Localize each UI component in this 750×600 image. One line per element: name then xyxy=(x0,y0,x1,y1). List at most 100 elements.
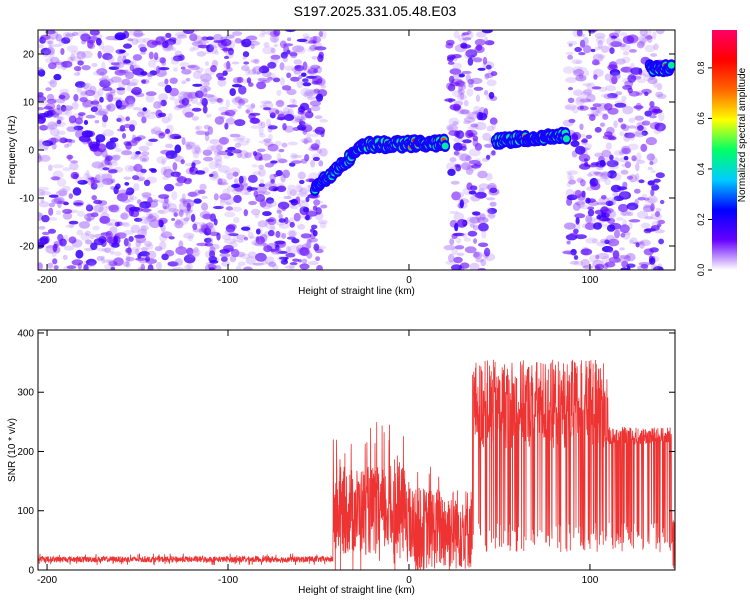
noise-cell xyxy=(566,40,578,46)
noise-cell xyxy=(113,257,124,266)
noise-cell xyxy=(275,244,280,252)
noise-cell xyxy=(446,162,458,171)
noise-cell xyxy=(460,162,471,171)
noise-cell xyxy=(98,205,109,214)
signal-mid xyxy=(667,61,675,69)
noise-cell xyxy=(146,72,154,77)
noise-cell xyxy=(123,43,132,49)
noise-cell xyxy=(68,236,77,244)
noise-cell xyxy=(297,110,305,115)
noise-cell xyxy=(596,215,602,220)
noise-cell xyxy=(264,30,277,36)
noise-cell xyxy=(173,105,183,111)
noise-cell xyxy=(144,216,152,225)
noise-cell xyxy=(488,211,496,220)
noise-cell xyxy=(198,39,210,44)
noise-cell xyxy=(41,214,50,223)
noise-cell xyxy=(637,78,646,84)
noise-cell xyxy=(197,44,210,49)
noise-cell xyxy=(252,262,264,266)
noise-cell xyxy=(102,129,115,137)
noise-cell xyxy=(478,183,490,190)
noise-cell xyxy=(603,263,609,270)
noise-cell xyxy=(53,196,65,204)
noise-cell xyxy=(593,171,601,175)
noise-cell xyxy=(233,194,242,204)
noise-cell xyxy=(472,57,483,63)
noise-cell xyxy=(259,199,267,208)
noise-cell xyxy=(270,179,275,184)
noise-cell xyxy=(108,218,118,227)
noise-cell xyxy=(636,159,645,164)
noise-cell xyxy=(292,159,302,164)
noise-cell xyxy=(472,224,479,231)
noise-cell xyxy=(101,160,108,169)
noise-cell xyxy=(575,97,585,106)
noise-cell xyxy=(467,126,480,130)
noise-cell xyxy=(644,44,655,53)
noise-cell xyxy=(66,45,79,52)
noise-cell xyxy=(202,149,213,156)
noise-cell xyxy=(314,126,326,135)
noise-cell xyxy=(276,209,282,214)
noise-cell xyxy=(589,114,596,121)
noise-cell xyxy=(317,54,324,63)
noise-cell xyxy=(489,201,497,207)
noise-cell xyxy=(278,223,290,229)
noise-cell xyxy=(108,66,120,70)
noise-cell xyxy=(447,61,455,65)
noise-cell xyxy=(110,178,116,184)
noise-cell xyxy=(184,111,194,118)
noise-cell xyxy=(607,96,617,101)
noise-cell xyxy=(468,148,481,157)
noise-cell xyxy=(288,162,296,167)
noise-cell xyxy=(42,35,50,39)
noise-cell xyxy=(573,228,579,234)
noise-cell xyxy=(656,93,667,100)
noise-cell xyxy=(259,178,265,186)
noise-cell xyxy=(55,60,64,69)
noise-cell xyxy=(181,199,194,203)
noise-cell xyxy=(231,183,241,188)
noise-cell xyxy=(238,85,247,95)
noise-cell xyxy=(287,188,292,197)
noise-cell xyxy=(620,232,626,238)
noise-cell xyxy=(294,116,305,120)
noise-cell xyxy=(619,131,625,137)
noise-cell xyxy=(252,171,262,176)
noise-cell xyxy=(625,253,636,262)
noise-cell xyxy=(163,168,174,178)
y-tick-label: 0 xyxy=(28,146,34,157)
noise-cell xyxy=(231,61,240,65)
noise-cell xyxy=(183,232,195,239)
noise-cell xyxy=(168,236,175,240)
noise-cell xyxy=(485,64,492,70)
noise-cell xyxy=(594,32,606,39)
noise-cell xyxy=(191,146,202,155)
noise-cell xyxy=(217,150,229,156)
noise-cell xyxy=(125,191,134,196)
noise-cell xyxy=(295,196,301,205)
noise-cell xyxy=(304,111,314,119)
noise-cell xyxy=(292,45,304,53)
noise-cell xyxy=(146,215,157,223)
y-tick-label: 400 xyxy=(17,328,34,339)
noise-cell xyxy=(74,81,86,88)
noise-cell xyxy=(628,117,636,123)
noise-cell xyxy=(138,43,146,50)
noise-cell xyxy=(601,245,614,253)
noise-cell xyxy=(174,50,183,57)
noise-cell xyxy=(183,30,195,34)
noise-cell xyxy=(129,156,137,160)
noise-cell xyxy=(579,33,585,38)
noise-cell xyxy=(630,62,635,69)
noise-cell xyxy=(469,262,480,270)
noise-cell xyxy=(140,208,152,212)
noise-cell xyxy=(95,173,107,182)
noise-cell xyxy=(564,105,573,110)
noise-cell xyxy=(108,204,119,211)
noise-cell xyxy=(46,93,55,101)
noise-cell xyxy=(250,43,255,50)
noise-cell xyxy=(461,232,468,238)
noise-cell xyxy=(171,267,184,270)
